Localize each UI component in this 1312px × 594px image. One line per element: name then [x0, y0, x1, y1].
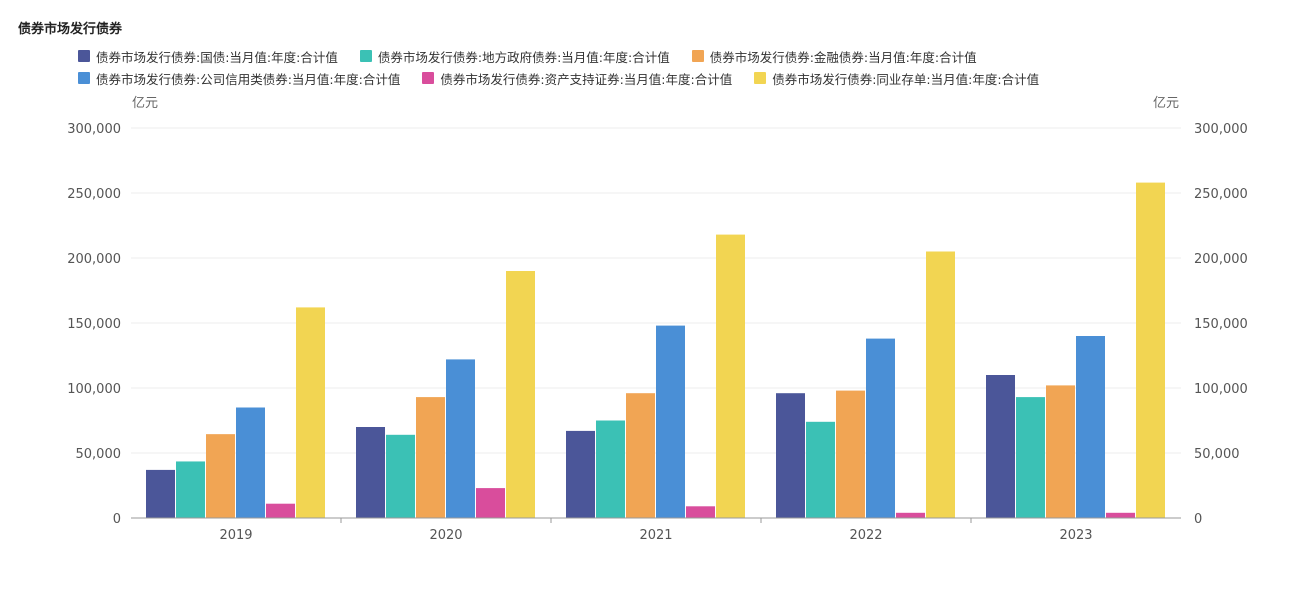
bar[interactable]: [1106, 512, 1135, 518]
y-tick-label-right: 300,000: [1194, 122, 1248, 137]
x-tick-label: 2020: [429, 528, 462, 543]
legend-label-financial: 债券市场发行债券:金融债券:当月值:年度:合计值: [709, 49, 977, 65]
legend-label-asset-backed: 债券市场发行债券:资产支持证券:当月值:年度:合计值: [440, 71, 733, 87]
y-tick-label-left: 300,000: [67, 122, 121, 137]
y-tick-label-left: 150,000: [67, 317, 121, 332]
bar[interactable]: [866, 338, 895, 518]
y-tick-label-right: 100,000: [1194, 382, 1248, 397]
bars: [146, 182, 1165, 519]
bar[interactable]: [416, 397, 445, 518]
legend-item-treasury[interactable]: 债券市场发行债券:国债:当月值:年度:合计值: [78, 47, 338, 66]
bar[interactable]: [176, 461, 205, 518]
bar[interactable]: [356, 427, 385, 518]
bar[interactable]: [776, 393, 805, 518]
bar[interactable]: [506, 271, 535, 518]
legend-swatch-interbank-cd: [754, 72, 767, 84]
bar[interactable]: [656, 325, 685, 518]
bar[interactable]: [716, 234, 745, 518]
bar[interactable]: [1046, 385, 1075, 518]
bar[interactable]: [926, 251, 955, 519]
x-tick-label: 2021: [639, 528, 672, 543]
chart-title: 债券市场发行债券: [18, 22, 123, 37]
y-tick-label-right: 0: [1194, 512, 1202, 527]
bar[interactable]: [236, 407, 265, 519]
legend-label-local-government: 债券市场发行债券:地方政府债券:当月值:年度:合计值: [377, 49, 670, 65]
bar[interactable]: [836, 390, 865, 518]
legend-swatch-financial: [691, 50, 704, 62]
legend-swatch-asset-backed: [422, 72, 435, 84]
legend-item-corporate-credit[interactable]: 债券市场发行债券:公司信用类债券:当月值:年度:合计值: [78, 69, 400, 88]
legend-row: 债券市场发行债券:公司信用类债券:当月值:年度:合计值 债券市场发行债券:资产支…: [78, 67, 1228, 89]
y-tick-label-left: 200,000: [67, 252, 121, 267]
bar[interactable]: [596, 420, 625, 519]
bar[interactable]: [896, 512, 925, 518]
bar[interactable]: [446, 359, 475, 518]
x-tick-label: 2022: [849, 528, 882, 543]
y-tick-label-right: 200,000: [1194, 252, 1248, 267]
legend-label-treasury: 债券市场发行债券:国债:当月值:年度:合计值: [96, 49, 338, 65]
y-tick-label-left: 0: [113, 512, 121, 527]
bar[interactable]: [476, 488, 505, 518]
y-tick-label-left: 100,000: [67, 382, 121, 397]
bar[interactable]: [566, 430, 595, 518]
y-tick-label-left: 250,000: [67, 187, 121, 202]
y-tick-label-right: 150,000: [1194, 317, 1248, 332]
y-tick-label-right: 50,000: [1194, 447, 1240, 462]
bar[interactable]: [986, 375, 1015, 518]
legend-label-interbank-cd: 债券市场发行债券:同业存单:当月值:年度:合计值: [772, 71, 1040, 87]
bar[interactable]: [686, 506, 715, 518]
bar[interactable]: [1076, 336, 1105, 518]
y-axis-unit-right: 亿元: [1153, 96, 1179, 111]
legend-item-interbank-cd[interactable]: 债券市场发行债券:同业存单:当月值:年度:合计值: [754, 69, 1039, 88]
y-tick-label-left: 50,000: [76, 447, 122, 462]
legend-item-asset-backed[interactable]: 债券市场发行债券:资产支持证券:当月值:年度:合计值: [422, 69, 732, 88]
bar[interactable]: [1016, 397, 1045, 518]
bar[interactable]: [296, 307, 325, 518]
bar[interactable]: [1136, 182, 1165, 518]
x-tick-label: 2019: [219, 528, 252, 543]
axes: 0 0 50,000 50,000 100,000 100,000 150,000 150,0…: [67, 122, 1248, 543]
legend: 债券市场发行债券:国债:当月值:年度:合计值 债券市场发行债券:地方政府债券:当…: [78, 45, 1228, 89]
legend-item-local-government[interactable]: 债券市场发行债券:地方政府债券:当月值:年度:合计值: [359, 47, 670, 66]
bar[interactable]: [386, 434, 415, 518]
y-tick-label-right: 250,000: [1194, 187, 1248, 202]
bar[interactable]: [806, 421, 835, 518]
legend-label-corporate-credit: 债券市场发行债券:公司信用类债券:当月值:年度:合计值: [96, 71, 401, 87]
bar[interactable]: [626, 393, 655, 518]
y-axis-unit-left: 亿元: [132, 96, 158, 111]
legend-item-financial[interactable]: 债券市场发行债券:金融债券:当月值:年度:合计值: [691, 47, 977, 66]
x-tick-label: 2023: [1059, 528, 1092, 543]
legend-swatch-treasury: [78, 50, 90, 62]
bar[interactable]: [266, 503, 295, 518]
legend-swatch-corporate-credit: [78, 72, 90, 84]
bar[interactable]: [146, 469, 175, 518]
legend-row: 债券市场发行债券:国债:当月值:年度:合计值 债券市场发行债券:地方政府债券:当…: [78, 45, 1228, 67]
bar[interactable]: [206, 434, 235, 518]
legend-swatch-local-government: [359, 50, 372, 62]
